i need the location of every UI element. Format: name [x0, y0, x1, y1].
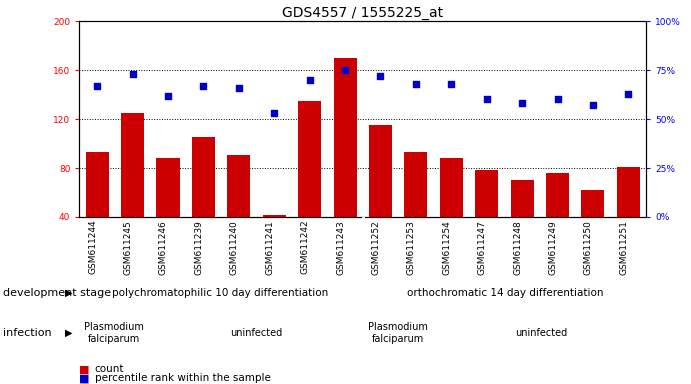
Text: GSM611254: GSM611254: [442, 220, 451, 275]
Text: development stage: development stage: [3, 288, 111, 298]
Bar: [227, 154, 250, 266]
Text: uninfected: uninfected: [230, 328, 283, 338]
Text: GSM611248: GSM611248: [513, 220, 522, 275]
Point: [234, 84, 245, 91]
Bar: [263, 215, 286, 266]
Bar: [617, 167, 640, 266]
Text: GSM611245: GSM611245: [124, 220, 133, 275]
Bar: [404, 152, 428, 266]
Text: ■: ■: [79, 373, 90, 383]
Point: [339, 67, 350, 73]
Bar: [369, 125, 392, 266]
Text: GSM611252: GSM611252: [372, 220, 381, 275]
Bar: [121, 113, 144, 266]
Point: [127, 71, 138, 77]
Text: uninfected: uninfected: [515, 328, 567, 338]
Point: [375, 73, 386, 79]
Point: [92, 83, 103, 89]
Text: GSM611240: GSM611240: [230, 220, 239, 275]
Point: [481, 96, 492, 103]
Bar: [511, 180, 533, 266]
Point: [446, 81, 457, 87]
Bar: [581, 190, 605, 266]
Text: GSM611242: GSM611242: [301, 220, 310, 275]
Title: GDS4557 / 1555225_at: GDS4557 / 1555225_at: [282, 6, 444, 20]
Bar: [334, 58, 357, 266]
Bar: [439, 158, 463, 266]
Point: [304, 77, 315, 83]
Point: [552, 96, 563, 103]
Text: Plasmodium
falciparum: Plasmodium falciparum: [84, 322, 144, 344]
Text: GSM611251: GSM611251: [619, 220, 628, 275]
Point: [162, 93, 173, 99]
Bar: [192, 137, 215, 266]
Text: Plasmodium
falciparum: Plasmodium falciparum: [368, 322, 428, 344]
Point: [198, 83, 209, 89]
Text: GSM611253: GSM611253: [407, 220, 416, 275]
Text: polychromatophilic 10 day differentiation: polychromatophilic 10 day differentiatio…: [112, 288, 328, 298]
Text: ▶: ▶: [65, 288, 73, 298]
Text: GSM611239: GSM611239: [194, 220, 203, 275]
Bar: [546, 173, 569, 266]
Bar: [475, 170, 498, 266]
Text: GSM611249: GSM611249: [549, 220, 558, 275]
Point: [587, 102, 598, 108]
Text: percentile rank within the sample: percentile rank within the sample: [95, 373, 271, 383]
Bar: [86, 152, 108, 266]
Text: infection: infection: [3, 328, 52, 338]
Bar: [156, 158, 180, 266]
Text: GSM611243: GSM611243: [336, 220, 345, 275]
Point: [517, 100, 528, 106]
Text: GSM611246: GSM611246: [159, 220, 168, 275]
Text: count: count: [95, 364, 124, 374]
Text: orthochromatic 14 day differentiation: orthochromatic 14 day differentiation: [407, 288, 604, 298]
Text: ■: ■: [79, 364, 90, 374]
Text: GSM611241: GSM611241: [265, 220, 274, 275]
Point: [623, 91, 634, 97]
Bar: [298, 101, 321, 266]
Text: GSM611250: GSM611250: [584, 220, 593, 275]
Text: ▶: ▶: [65, 328, 73, 338]
Point: [269, 110, 280, 116]
Text: GSM611247: GSM611247: [477, 220, 486, 275]
Text: GSM611244: GSM611244: [88, 220, 97, 275]
Point: [410, 81, 422, 87]
